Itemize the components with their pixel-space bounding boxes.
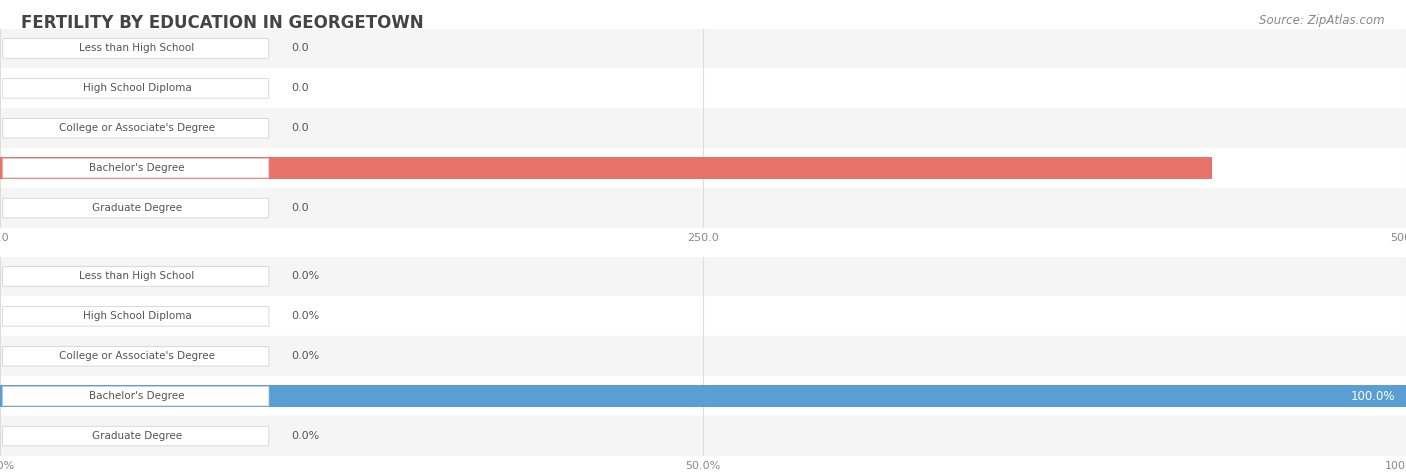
FancyBboxPatch shape: [3, 266, 269, 286]
Bar: [0, 385, 1406, 407]
Text: 0.0: 0.0: [291, 43, 309, 54]
Text: 0.0: 0.0: [291, 123, 309, 133]
FancyBboxPatch shape: [3, 306, 269, 326]
Bar: [0, 157, 1212, 179]
Bar: [0, 148, 1406, 188]
Text: Graduate Degree: Graduate Degree: [91, 203, 183, 213]
Bar: [0, 376, 1406, 416]
Text: Less than High School: Less than High School: [80, 271, 194, 282]
FancyBboxPatch shape: [3, 118, 269, 138]
Bar: [0, 296, 1406, 336]
Text: High School Diploma: High School Diploma: [83, 83, 191, 94]
FancyBboxPatch shape: [3, 158, 269, 178]
Text: Source: ZipAtlas.com: Source: ZipAtlas.com: [1260, 14, 1385, 27]
Bar: [0, 68, 1406, 108]
Text: College or Associate's Degree: College or Associate's Degree: [59, 123, 215, 133]
FancyBboxPatch shape: [3, 426, 269, 446]
Text: 0.0: 0.0: [291, 203, 309, 213]
Bar: [0, 256, 1406, 296]
Text: FERTILITY BY EDUCATION IN GEORGETOWN: FERTILITY BY EDUCATION IN GEORGETOWN: [21, 14, 423, 32]
Text: High School Diploma: High School Diploma: [83, 311, 191, 322]
Bar: [0, 108, 1406, 148]
Bar: [0, 336, 1406, 376]
FancyBboxPatch shape: [3, 346, 269, 366]
Text: 0.0%: 0.0%: [291, 311, 319, 322]
Text: 0.0%: 0.0%: [291, 351, 319, 361]
Text: 0.0%: 0.0%: [291, 271, 319, 282]
Bar: [0, 188, 1406, 228]
Text: Graduate Degree: Graduate Degree: [91, 431, 183, 441]
Text: 431.0: 431.0: [1361, 162, 1395, 175]
Text: Bachelor's Degree: Bachelor's Degree: [90, 163, 184, 173]
Text: 0.0: 0.0: [291, 83, 309, 94]
Text: Bachelor's Degree: Bachelor's Degree: [90, 391, 184, 401]
FancyBboxPatch shape: [3, 198, 269, 218]
FancyBboxPatch shape: [3, 78, 269, 98]
Text: 100.0%: 100.0%: [1350, 390, 1395, 403]
Text: Less than High School: Less than High School: [80, 43, 194, 54]
FancyBboxPatch shape: [3, 38, 269, 58]
Bar: [0, 416, 1406, 456]
Text: 0.0%: 0.0%: [291, 431, 319, 441]
Bar: [0, 28, 1406, 68]
FancyBboxPatch shape: [3, 386, 269, 406]
Text: College or Associate's Degree: College or Associate's Degree: [59, 351, 215, 361]
